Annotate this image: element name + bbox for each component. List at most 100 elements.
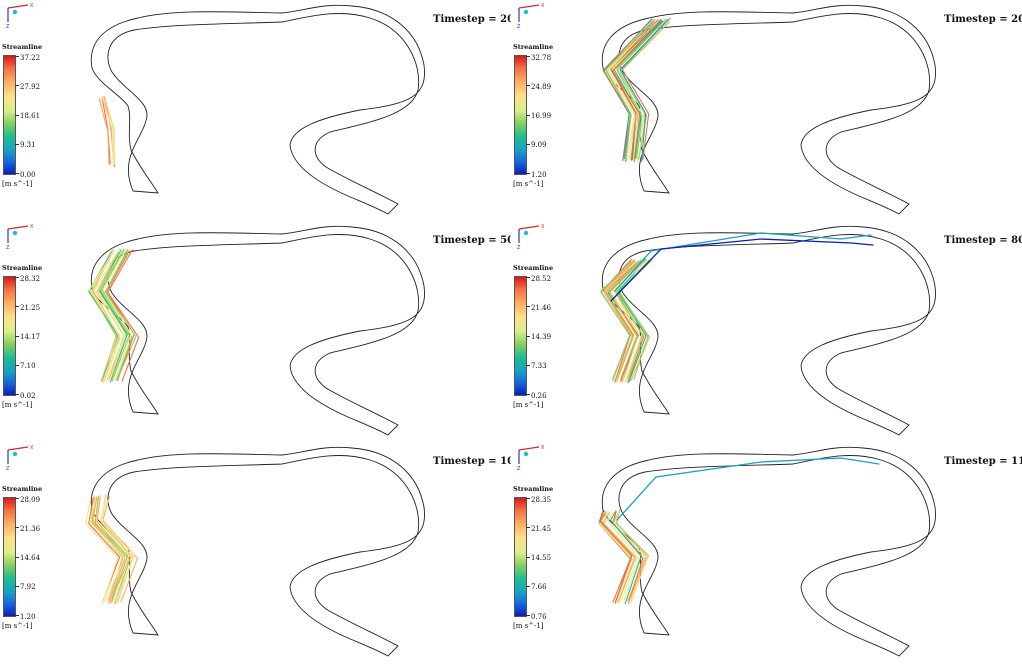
colorbar-unit: [m s^-1] [2, 622, 33, 630]
colorbar-tick [15, 85, 19, 86]
panel-title: Timestep = 1000 [433, 456, 511, 467]
colorbar-max-label: 32.78 [531, 54, 552, 62]
x-axis-label: X [541, 224, 545, 230]
z-axis-label: Z [517, 245, 521, 249]
streamline [98, 98, 110, 166]
y-axis-marker [12, 230, 18, 236]
panel-title: Timestep = 800 [944, 235, 1022, 246]
x-axis-arrow [518, 225, 540, 230]
colorbar-tick [15, 144, 19, 145]
colorbar-tick [15, 394, 19, 395]
x-axis-arrow [518, 446, 540, 451]
streamline [610, 238, 874, 302]
colorbar-title: Streamline [2, 485, 43, 493]
colorbar-tick [526, 365, 530, 366]
streamline [612, 18, 662, 163]
streamline [613, 512, 648, 604]
channel-outline [601, 4, 936, 215]
colorbar-label: 14.55 [531, 554, 552, 562]
streamline [91, 248, 122, 384]
streamline [613, 20, 664, 159]
y-axis-marker [523, 9, 529, 15]
z-axis-label: Z [6, 466, 10, 470]
axis-triad-icon: XZ [517, 445, 545, 470]
colorbar-max-label: 28.52 [531, 275, 552, 283]
colorbar-tick [15, 277, 19, 278]
panel-timestep-1100: Timestep = 1100 Streamline 28.35 21.45 1… [511, 442, 1022, 663]
colorbar-title: Streamline [513, 485, 554, 493]
panel-timestep-20: Timestep = 20 Streamline 37.22 27.92 18.… [0, 0, 511, 221]
colorbar-title: Streamline [2, 43, 43, 51]
colorbar-label: 24.89 [531, 83, 552, 91]
streamline [599, 512, 633, 604]
colorbar-label: 7.66 [531, 583, 547, 591]
axis-triad-icon: XZ [6, 3, 34, 28]
colorbar-tick [526, 144, 530, 145]
streamline [613, 261, 646, 383]
colorbar-label: 16.99 [531, 112, 552, 120]
streamline [98, 251, 128, 383]
streamline [107, 249, 140, 382]
streamline [602, 19, 653, 160]
colorbar-label: 21.46 [531, 304, 552, 312]
channel-wall [601, 4, 936, 215]
colorbar-tick [526, 557, 530, 558]
streamline [102, 248, 132, 382]
streamline [605, 21, 655, 160]
colorbar-title: Streamline [2, 264, 43, 272]
streamline [606, 18, 657, 160]
streamline [609, 20, 661, 161]
streamline [97, 251, 128, 380]
streamline [600, 511, 636, 604]
colorbar-label: 14.17 [20, 333, 41, 341]
colorbar-tick [15, 173, 19, 174]
colorbar-min-label: 0.00 [20, 171, 36, 179]
streamline [94, 495, 129, 602]
colorbar-tick [526, 85, 530, 86]
streamline [105, 250, 135, 382]
channel-outline [85, 446, 425, 657]
colorbar-max-label: 28.35 [531, 496, 552, 504]
colorbar-tick [526, 527, 530, 528]
streamline [104, 248, 137, 380]
colorbar-tick [15, 586, 19, 587]
channel-outline [598, 446, 936, 657]
axis-triad-icon: XZ [6, 445, 34, 470]
streamline [93, 248, 125, 381]
axis-triad-icon: XZ [517, 3, 545, 28]
z-axis-label: Z [517, 24, 521, 28]
colorbar-title: Streamline [513, 264, 554, 272]
colorbar-label: 9.09 [531, 141, 547, 149]
colorbar-tick [15, 365, 19, 366]
panel-timestep-1000: Timestep = 1000 Streamline 28.09 21.36 1… [0, 442, 511, 663]
streamline [607, 259, 642, 383]
colorbar-tick [526, 173, 530, 174]
streamline [616, 20, 665, 159]
streamline [101, 95, 115, 166]
colorbar-label: 18.61 [20, 112, 41, 120]
colorbar-tick [15, 557, 19, 558]
colorbar-tick [526, 586, 530, 587]
streamline [603, 259, 635, 381]
panel-title: Timestep = 1100 [944, 456, 1022, 467]
colorbar-unit: [m s^-1] [513, 622, 544, 630]
z-axis-label: Z [6, 245, 10, 249]
colorbar-label: 21.36 [20, 525, 41, 533]
x-axis-label: X [30, 224, 34, 230]
x-axis-arrow [7, 225, 29, 230]
colorbar-tick [526, 277, 530, 278]
panel-title: Timestep = 200 [944, 14, 1022, 25]
channel-wall [90, 446, 425, 657]
streamline [621, 17, 671, 160]
x-axis-label: X [30, 3, 34, 9]
colorbar-label: 14.39 [531, 333, 552, 341]
colorbar-unit: [m s^-1] [2, 180, 33, 188]
panel-timestep-500: Timestep = 500 Streamline 28.32 21.25 14… [0, 221, 511, 442]
panel-title: Timestep = 500 [433, 235, 511, 246]
y-axis-marker [523, 451, 529, 457]
streamline [619, 19, 669, 162]
colorbar-max-label: 37.22 [20, 54, 41, 62]
colorbar-tick [526, 56, 530, 57]
streamline [616, 457, 880, 521]
panel-timestep-800: Timestep = 800 Streamline 28.52 21.46 14… [511, 221, 1022, 442]
